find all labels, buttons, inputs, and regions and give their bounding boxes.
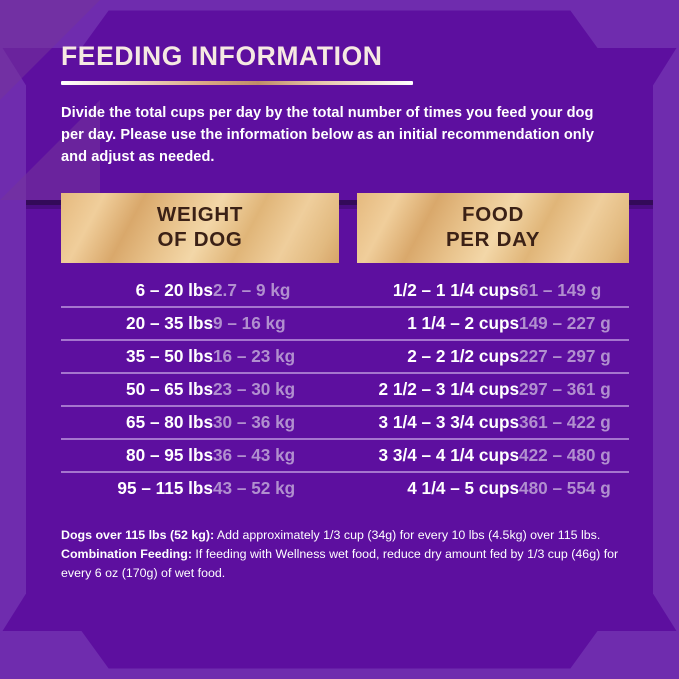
- footnote-label-combination-feeding: Combination Feeding:: [61, 546, 192, 561]
- row-separator-rule: [61, 404, 630, 407]
- footnote-text-dogs-over: Add approximately 1/3 cup (34g) for ever…: [214, 527, 601, 542]
- row-separator: [61, 371, 630, 374]
- cell-food-cups: 2 – 2 1/2 cups: [407, 345, 520, 366]
- table-row: 95 – 115 lbs 43 – 52 kg 4 1/4 – 5 cups 480 …: [61, 473, 629, 504]
- cell-food-grams: 422 – 480 g: [519, 444, 611, 465]
- cell-weight-kg: 9 – 16 kg: [213, 312, 286, 333]
- intro-paragraph: Divide the total cups per day by the tot…: [61, 105, 595, 166]
- footnote: Dogs over 115 lbs (52 kg): Add approxima…: [61, 526, 639, 584]
- cell-food-grams: 149 – 227 g: [519, 312, 611, 333]
- cell-food-grams: 361 – 422 g: [519, 411, 611, 432]
- footnote-label-dogs-over: Dogs over 115 lbs (52 kg):: [61, 527, 215, 542]
- row-separator-rule: [61, 305, 630, 308]
- row-separator: [61, 338, 630, 341]
- cell-food-cups: 2 1/2 – 3 1/4 cups: [378, 378, 520, 399]
- cell-food-cups: 4 1/4 – 5 cups: [407, 477, 520, 498]
- title-underline-rule: [61, 81, 413, 86]
- row-separator-rule: [61, 437, 630, 440]
- cell-weight-kg: 16 – 23 kg: [213, 345, 296, 366]
- cell-weight-lbs: 6 – 20 lbs: [135, 279, 213, 300]
- cell-weight-lbs: 35 – 50 lbs: [126, 345, 213, 366]
- cell-weight-kg: 23 – 30 kg: [213, 378, 296, 399]
- table-row: 35 – 50 lbs 16 – 23 kg 2 – 2 1/2 cups 227 –…: [61, 341, 629, 372]
- cell-food-cups: 1/2 – 1 1/4 cups: [392, 279, 520, 300]
- cell-food-cups: 3 3/4 – 4 1/4 cups: [378, 444, 520, 465]
- feeding-table-head: WEIGHT OF DOG FOOD PER DAY: [61, 192, 630, 275]
- row-separator: [61, 305, 630, 308]
- column-header-weight-line2: OF DOG: [157, 227, 243, 251]
- table-row: 65 – 80 lbs 30 – 36 kg 3 1/4 – 3 3/4 cups 3…: [61, 407, 629, 438]
- page-title: FEEDING INFORMATION: [61, 41, 383, 71]
- cell-weight-kg: 30 – 36 kg: [213, 411, 296, 432]
- column-header-food-line2: PER DAY: [445, 227, 541, 251]
- cell-food-cups: 3 1/4 – 3 3/4 cups: [378, 411, 520, 432]
- feeding-table-header-row: WEIGHT OF DOG FOOD PER DAY: [61, 192, 630, 263]
- cell-weight-kg: 2.7 – 9 kg: [213, 279, 291, 300]
- cell-food-grams: 227 – 297 g: [519, 345, 611, 366]
- cell-weight-kg: 36 – 43 kg: [213, 444, 296, 465]
- table-row: 6 – 20 lbs 2.7 – 9 kg 1/2 – 1 1/4 cups 61 –…: [61, 275, 629, 306]
- row-separator-rule: [61, 371, 630, 374]
- column-header-weight-line1: WEIGHT: [156, 203, 244, 227]
- row-separator-rule: [61, 470, 630, 473]
- cell-food-grams: 480 – 554 g: [519, 477, 611, 498]
- cell-weight-lbs: 65 – 80 lbs: [126, 411, 213, 432]
- cell-food-cups: 1 1/4 – 2 cups: [407, 312, 520, 333]
- row-separator: [61, 470, 630, 473]
- feeding-table: WEIGHT OF DOG FOOD PER DAY: [61, 192, 630, 504]
- feeding-table-body: 6 – 20 lbs 2.7 – 9 kg 1/2 – 1 1/4 cups 61 –…: [61, 275, 630, 504]
- cell-weight-lbs: 50 – 65 lbs: [126, 378, 213, 399]
- cell-weight-lbs: 95 – 115 lbs: [117, 477, 213, 498]
- background-band-bottom: [0, 631, 679, 679]
- column-header-food-per-day: FOOD PER DAY: [339, 192, 630, 263]
- column-header-weight-of-dog: WEIGHT OF DOG: [61, 192, 340, 263]
- cell-food-grams: 297 – 361 g: [519, 378, 611, 399]
- table-row: 80 – 95 lbs 36 – 43 kg 3 3/4 – 4 1/4 cups 4…: [61, 440, 629, 471]
- row-separator-rule: [61, 338, 630, 341]
- row-separator: [61, 437, 630, 440]
- column-header-food-line1: FOOD: [462, 203, 525, 227]
- cell-weight-kg: 43 – 52 kg: [213, 477, 296, 498]
- footnote-text-combination-feeding: If feeding with Wellness wet food, reduc…: [61, 546, 619, 581]
- table-row: 20 – 35 lbs 9 – 16 kg 1 1/4 – 2 cups 149 – …: [61, 308, 629, 339]
- table-row: 50 – 65 lbs 23 – 30 kg 2 1/2 – 3 1/4 cups 2…: [61, 374, 629, 405]
- header-spacer-row: [61, 263, 629, 275]
- cell-food-grams: 61 – 149 g: [519, 279, 602, 300]
- cell-weight-lbs: 20 – 35 lbs: [126, 312, 213, 333]
- cell-weight-lbs: 80 – 95 lbs: [126, 444, 213, 465]
- row-separator: [61, 404, 630, 407]
